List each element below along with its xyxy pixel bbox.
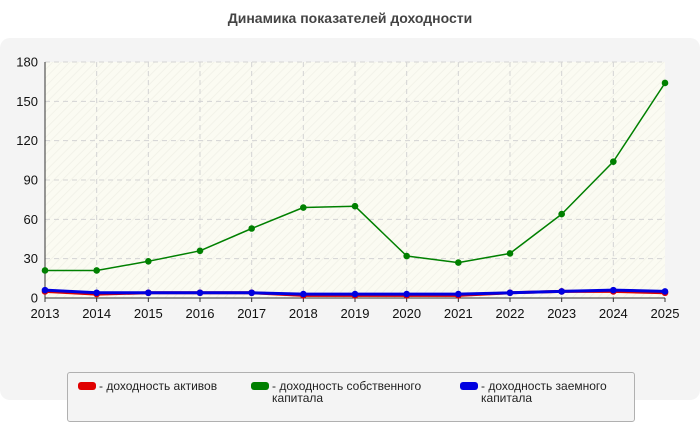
- series-point-equity: [145, 257, 152, 265]
- series-point-debt: [196, 289, 204, 297]
- x-tick-label: 2015: [134, 306, 163, 321]
- series-point-debt: [93, 289, 100, 297]
- series-point-equity: [506, 250, 514, 257]
- series-point-equity: [41, 267, 49, 274]
- series-point-debt: [248, 289, 255, 297]
- series-point-equity: [196, 247, 204, 255]
- x-tick-label: 2019: [341, 306, 370, 321]
- series-point-debt: [506, 289, 514, 297]
- series-point-equity: [93, 267, 100, 274]
- series-point-debt: [300, 290, 307, 298]
- y-tick-label: 0: [31, 291, 38, 306]
- series-point-equity: [610, 158, 617, 165]
- y-tick-label: 30: [24, 251, 38, 266]
- x-tick-label: 2016: [186, 306, 215, 321]
- series-point-equity: [300, 204, 307, 211]
- series-point-debt: [41, 286, 49, 294]
- y-tick-label: 60: [24, 212, 38, 227]
- series-point-debt: [661, 288, 669, 295]
- y-tick-label: 120: [16, 133, 38, 148]
- x-tick-label: 2023: [547, 306, 576, 321]
- series-point-debt: [403, 290, 410, 298]
- y-tick-label: 180: [16, 55, 38, 70]
- legend-swatch-debt: [460, 382, 478, 390]
- x-tick-label: 2018: [289, 306, 318, 321]
- legend-label-equity: - доходность собственного капитала: [272, 379, 422, 405]
- chart-panel: 0 30 60 90 120 150 180 2013 2014 2015 2016 2017 2018…: [0, 38, 700, 422]
- series-point-equity: [558, 210, 565, 218]
- x-tick-label: 2025: [651, 306, 680, 321]
- legend-swatch-assets: [78, 382, 96, 390]
- x-tick-label: 2022: [496, 306, 525, 321]
- x-tick-label: 2020: [392, 306, 421, 321]
- y-tick-label: 90: [24, 173, 38, 188]
- series-point-debt: [455, 290, 462, 298]
- series-point-equity: [351, 202, 359, 210]
- x-tick-label: 2024: [599, 306, 628, 321]
- y-tick-label: 150: [16, 94, 38, 109]
- legend-label-assets: - доходность активов: [99, 379, 218, 393]
- series-point-equity: [455, 259, 462, 266]
- series-point-equity: [248, 225, 255, 232]
- series-point-debt: [558, 288, 565, 295]
- series-point-debt: [145, 289, 152, 297]
- chart-title: Динамика показателей доходности: [227, 10, 473, 26]
- x-tick-label: 2013: [31, 306, 60, 321]
- series-point-debt: [610, 286, 617, 294]
- legend: - доходность активов - доходность собств…: [67, 372, 635, 422]
- x-tick-label: 2014: [82, 306, 111, 321]
- legend-swatch-equity: [251, 382, 269, 390]
- x-tick-label: 2017: [237, 306, 266, 321]
- legend-label-debt: - доходность заемного капитала: [481, 379, 607, 405]
- series-point-equity: [661, 79, 669, 87]
- chart-svg: 0 30 60 90 120 150 180 2013 2014 2015 2016 2017 2018…: [16, 55, 680, 322]
- x-tick-label: 2021: [444, 306, 473, 321]
- series-point-debt: [351, 290, 359, 298]
- series-point-equity: [403, 252, 410, 260]
